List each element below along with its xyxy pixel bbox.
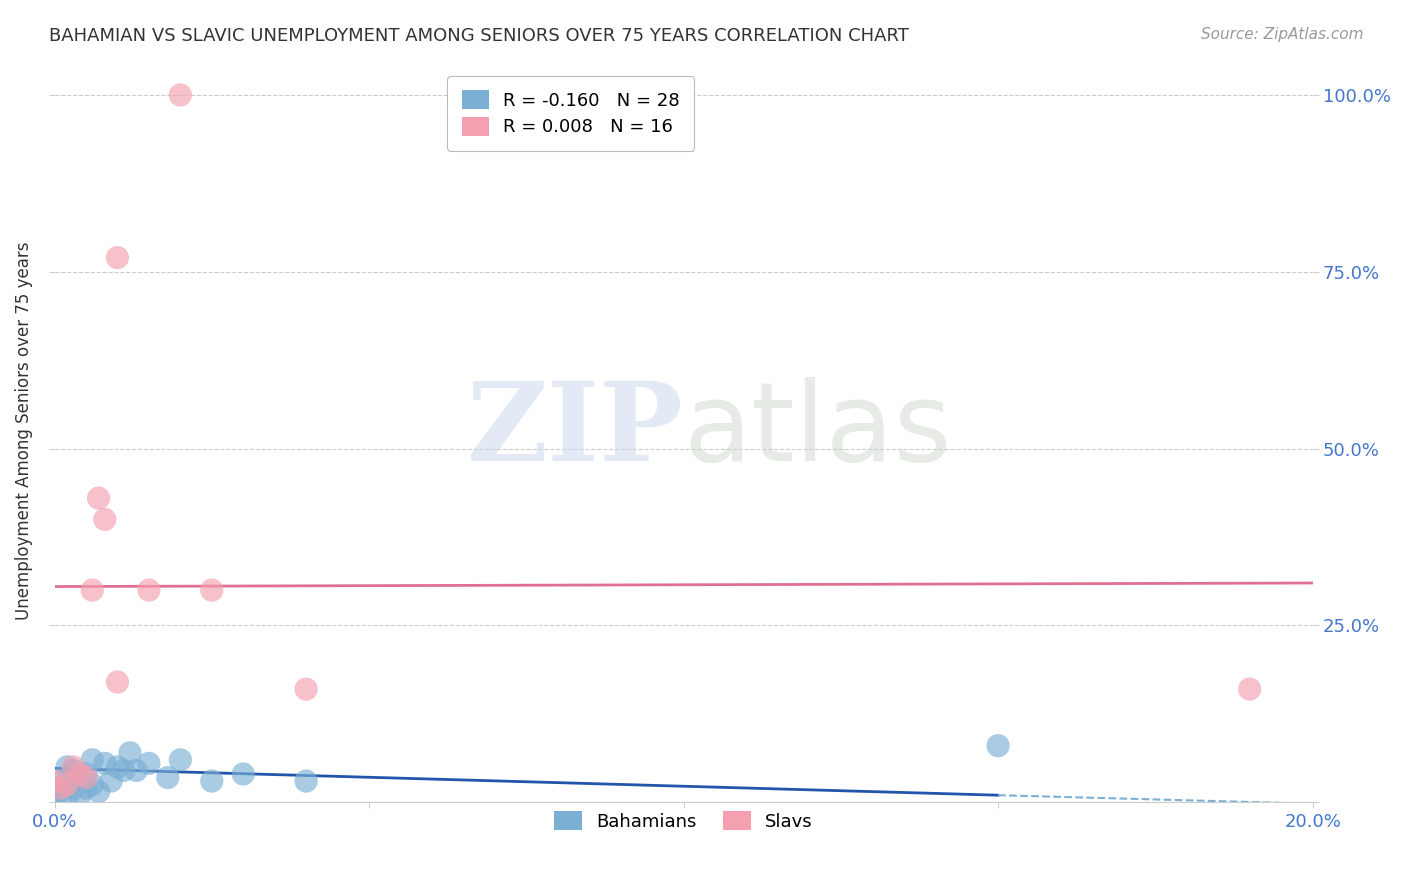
Point [232, 767, 254, 781]
Point [82, 778, 104, 792]
Point [112, 764, 135, 778]
Point [62, 760, 84, 774]
Point [138, 583, 160, 598]
Point [94, 756, 117, 771]
Point [201, 774, 224, 789]
Point [44, 788, 66, 802]
Point [75, 767, 97, 781]
Point [69, 788, 91, 802]
Point [44, 781, 66, 796]
Point [107, 251, 129, 265]
Point [156, 771, 179, 785]
Point [1239, 682, 1261, 697]
Point [56, 791, 79, 805]
Point [295, 682, 318, 697]
Text: BAHAMIAN VS SLAVIC UNEMPLOYMENT AMONG SENIORS OVER 75 YEARS CORRELATION CHART: BAHAMIAN VS SLAVIC UNEMPLOYMENT AMONG SE… [49, 27, 910, 45]
Point [169, 87, 191, 102]
Point [56, 760, 79, 774]
Point [75, 771, 97, 785]
Text: atlas: atlas [683, 377, 952, 484]
Point [49, 781, 72, 796]
Point [169, 753, 191, 767]
Point [82, 583, 104, 598]
Point [87, 491, 110, 505]
Point [100, 774, 122, 789]
Point [44, 774, 66, 789]
Text: ZIP: ZIP [467, 377, 683, 484]
Point [118, 746, 141, 760]
Y-axis label: Unemployment Among Seniors over 75 years: Unemployment Among Seniors over 75 years [15, 242, 32, 620]
Point [62, 781, 84, 796]
Legend: Bahamians, Slavs: Bahamians, Slavs [540, 797, 827, 846]
Point [87, 785, 110, 799]
Point [56, 778, 79, 792]
Point [69, 767, 91, 781]
Point [107, 675, 129, 690]
Point [49, 785, 72, 799]
Point [69, 771, 91, 785]
Point [201, 583, 224, 598]
Point [295, 774, 318, 789]
Point [138, 756, 160, 771]
Text: Source: ZipAtlas.com: Source: ZipAtlas.com [1201, 27, 1364, 42]
Point [987, 739, 1010, 753]
Point [82, 753, 104, 767]
Point [94, 512, 117, 526]
Point [49, 774, 72, 789]
Point [75, 781, 97, 796]
Point [62, 764, 84, 778]
Point [125, 764, 148, 778]
Point [107, 760, 129, 774]
